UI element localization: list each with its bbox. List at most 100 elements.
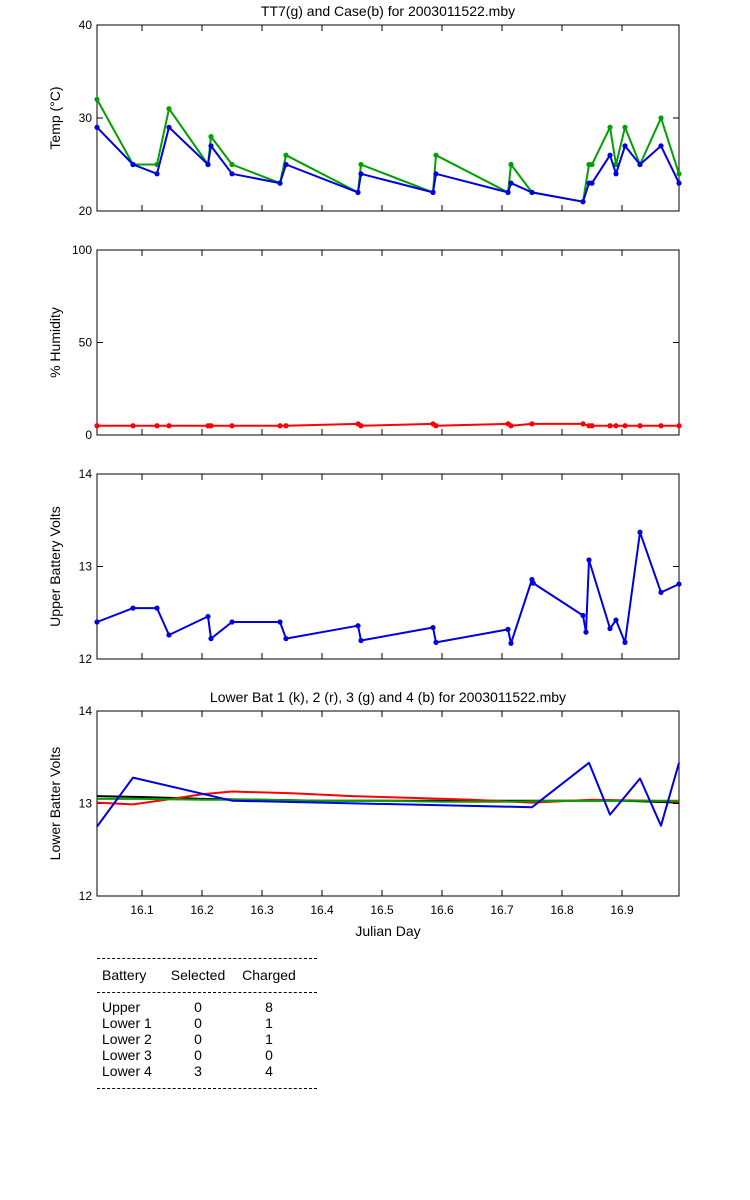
data-point-green [658, 115, 664, 121]
data-point-green [622, 124, 628, 130]
data-point-blue [229, 619, 235, 625]
data-point-red [637, 423, 643, 429]
y-tick-label: 30 [79, 111, 93, 125]
plot-frame [96, 249, 680, 436]
data-point-green [166, 106, 172, 112]
data-point-green [433, 152, 439, 158]
data-point-red [283, 423, 289, 429]
data-point-red [433, 423, 439, 429]
table-row: Lower 3 0 0 [97, 1047, 317, 1063]
chart-area: 20 30 40 TT7(g) and Case(b) for 2003011522.… [47, 3, 682, 939]
selected-count: 0 [194, 1031, 202, 1047]
data-point-red [613, 423, 619, 429]
data-point-red [508, 423, 514, 429]
data-point-blue [580, 199, 586, 205]
data-point-blue [622, 143, 628, 149]
data-point-blue [229, 171, 235, 177]
data-point-blue [505, 626, 511, 633]
battery-table: Battery Selected Charged Upper 0 8 Lower… [97, 958, 317, 1089]
data-point-blue [358, 171, 364, 177]
y-tick-label: 12 [79, 889, 93, 903]
data-point-green [589, 161, 595, 168]
table-divider [97, 958, 317, 959]
data-point-green [358, 161, 364, 168]
data-point-green [229, 161, 235, 168]
selected-count: 0 [194, 1047, 202, 1063]
data-point-green [94, 96, 100, 102]
data-point-blue [154, 171, 160, 177]
x-tick-label: 16.2 [190, 903, 214, 917]
data-point-blue [130, 605, 136, 611]
data-point-blue [166, 124, 172, 130]
series-line-green [96, 98, 680, 203]
data-point-blue [676, 581, 682, 587]
data-point-blue [607, 152, 613, 158]
series-line-green [97, 797, 679, 803]
data-point-blue [622, 639, 628, 645]
y-tick-label: 14 [79, 704, 93, 718]
table-row: Lower 2 0 1 [97, 1031, 317, 1047]
x-tick-label: 16.8 [550, 903, 574, 917]
table-divider [97, 992, 317, 993]
data-point-red [166, 423, 172, 429]
data-point-red [622, 423, 628, 429]
data-point-red [94, 423, 100, 429]
x-tick-label: 16.3 [250, 903, 274, 917]
data-point-blue [358, 637, 364, 644]
data-point-red [607, 423, 613, 429]
data-point-blue [613, 171, 619, 177]
charged-count: 1 [265, 1015, 273, 1031]
data-point-blue [508, 640, 514, 646]
x-axis-label: Julian Day [355, 923, 420, 939]
series-line-blue [96, 531, 680, 645]
data-point-blue [355, 623, 361, 629]
data-point-green [283, 152, 289, 158]
x-tick-label: 16.7 [490, 903, 514, 917]
data-point-blue [658, 589, 664, 596]
data-point-blue [433, 639, 439, 645]
data-point-green [613, 161, 619, 168]
data-point-red [208, 423, 214, 429]
table-row: Upper 0 8 [97, 999, 317, 1015]
series-line-red [96, 790, 680, 806]
data-point-blue [586, 557, 592, 563]
data-point-green [607, 124, 613, 130]
data-point-blue [430, 624, 436, 631]
data-point-blue [613, 617, 619, 623]
data-point-blue [283, 636, 289, 642]
battery-name: Lower 2 [102, 1031, 152, 1047]
chart-title: Lower Bat 1 (k), 2 (r), 3 (g) and 4 (b) … [210, 689, 566, 705]
data-point-green [676, 171, 682, 177]
data-point-blue [676, 180, 682, 186]
data-point-blue [94, 619, 100, 625]
y-tick-label: 13 [79, 797, 93, 811]
data-point-blue [205, 161, 211, 168]
data-point-blue [277, 180, 283, 186]
charged-count: 4 [265, 1063, 273, 1079]
selected-count: 0 [194, 999, 202, 1015]
data-point-blue [208, 143, 214, 149]
data-point-blue [580, 612, 586, 619]
x-tick-label: 16.4 [310, 903, 334, 917]
x-tick-label: 16.9 [610, 903, 634, 917]
battery-name: Lower 3 [102, 1047, 152, 1063]
data-point-blue [433, 171, 439, 177]
charged-count: 1 [265, 1031, 273, 1047]
data-point-blue [355, 189, 361, 195]
data-point-blue [208, 636, 214, 642]
data-point-blue [658, 143, 664, 149]
data-point-blue [94, 124, 100, 130]
data-point-red [277, 423, 283, 429]
data-point-green [508, 161, 514, 168]
x-tick-label: 16.1 [130, 903, 154, 917]
selected-count: 0 [194, 1015, 202, 1031]
y-axis-label: Lower Batter Volts [47, 747, 63, 861]
y-axis-label: Temp (°C) [47, 86, 63, 149]
data-point-red [358, 423, 364, 429]
data-point-blue [607, 625, 613, 632]
battery-name: Lower 1 [102, 1015, 152, 1031]
data-point-red [529, 421, 535, 427]
data-point-blue [154, 605, 160, 611]
charged-count: 8 [265, 999, 273, 1015]
header-charged: Charged [242, 967, 296, 983]
